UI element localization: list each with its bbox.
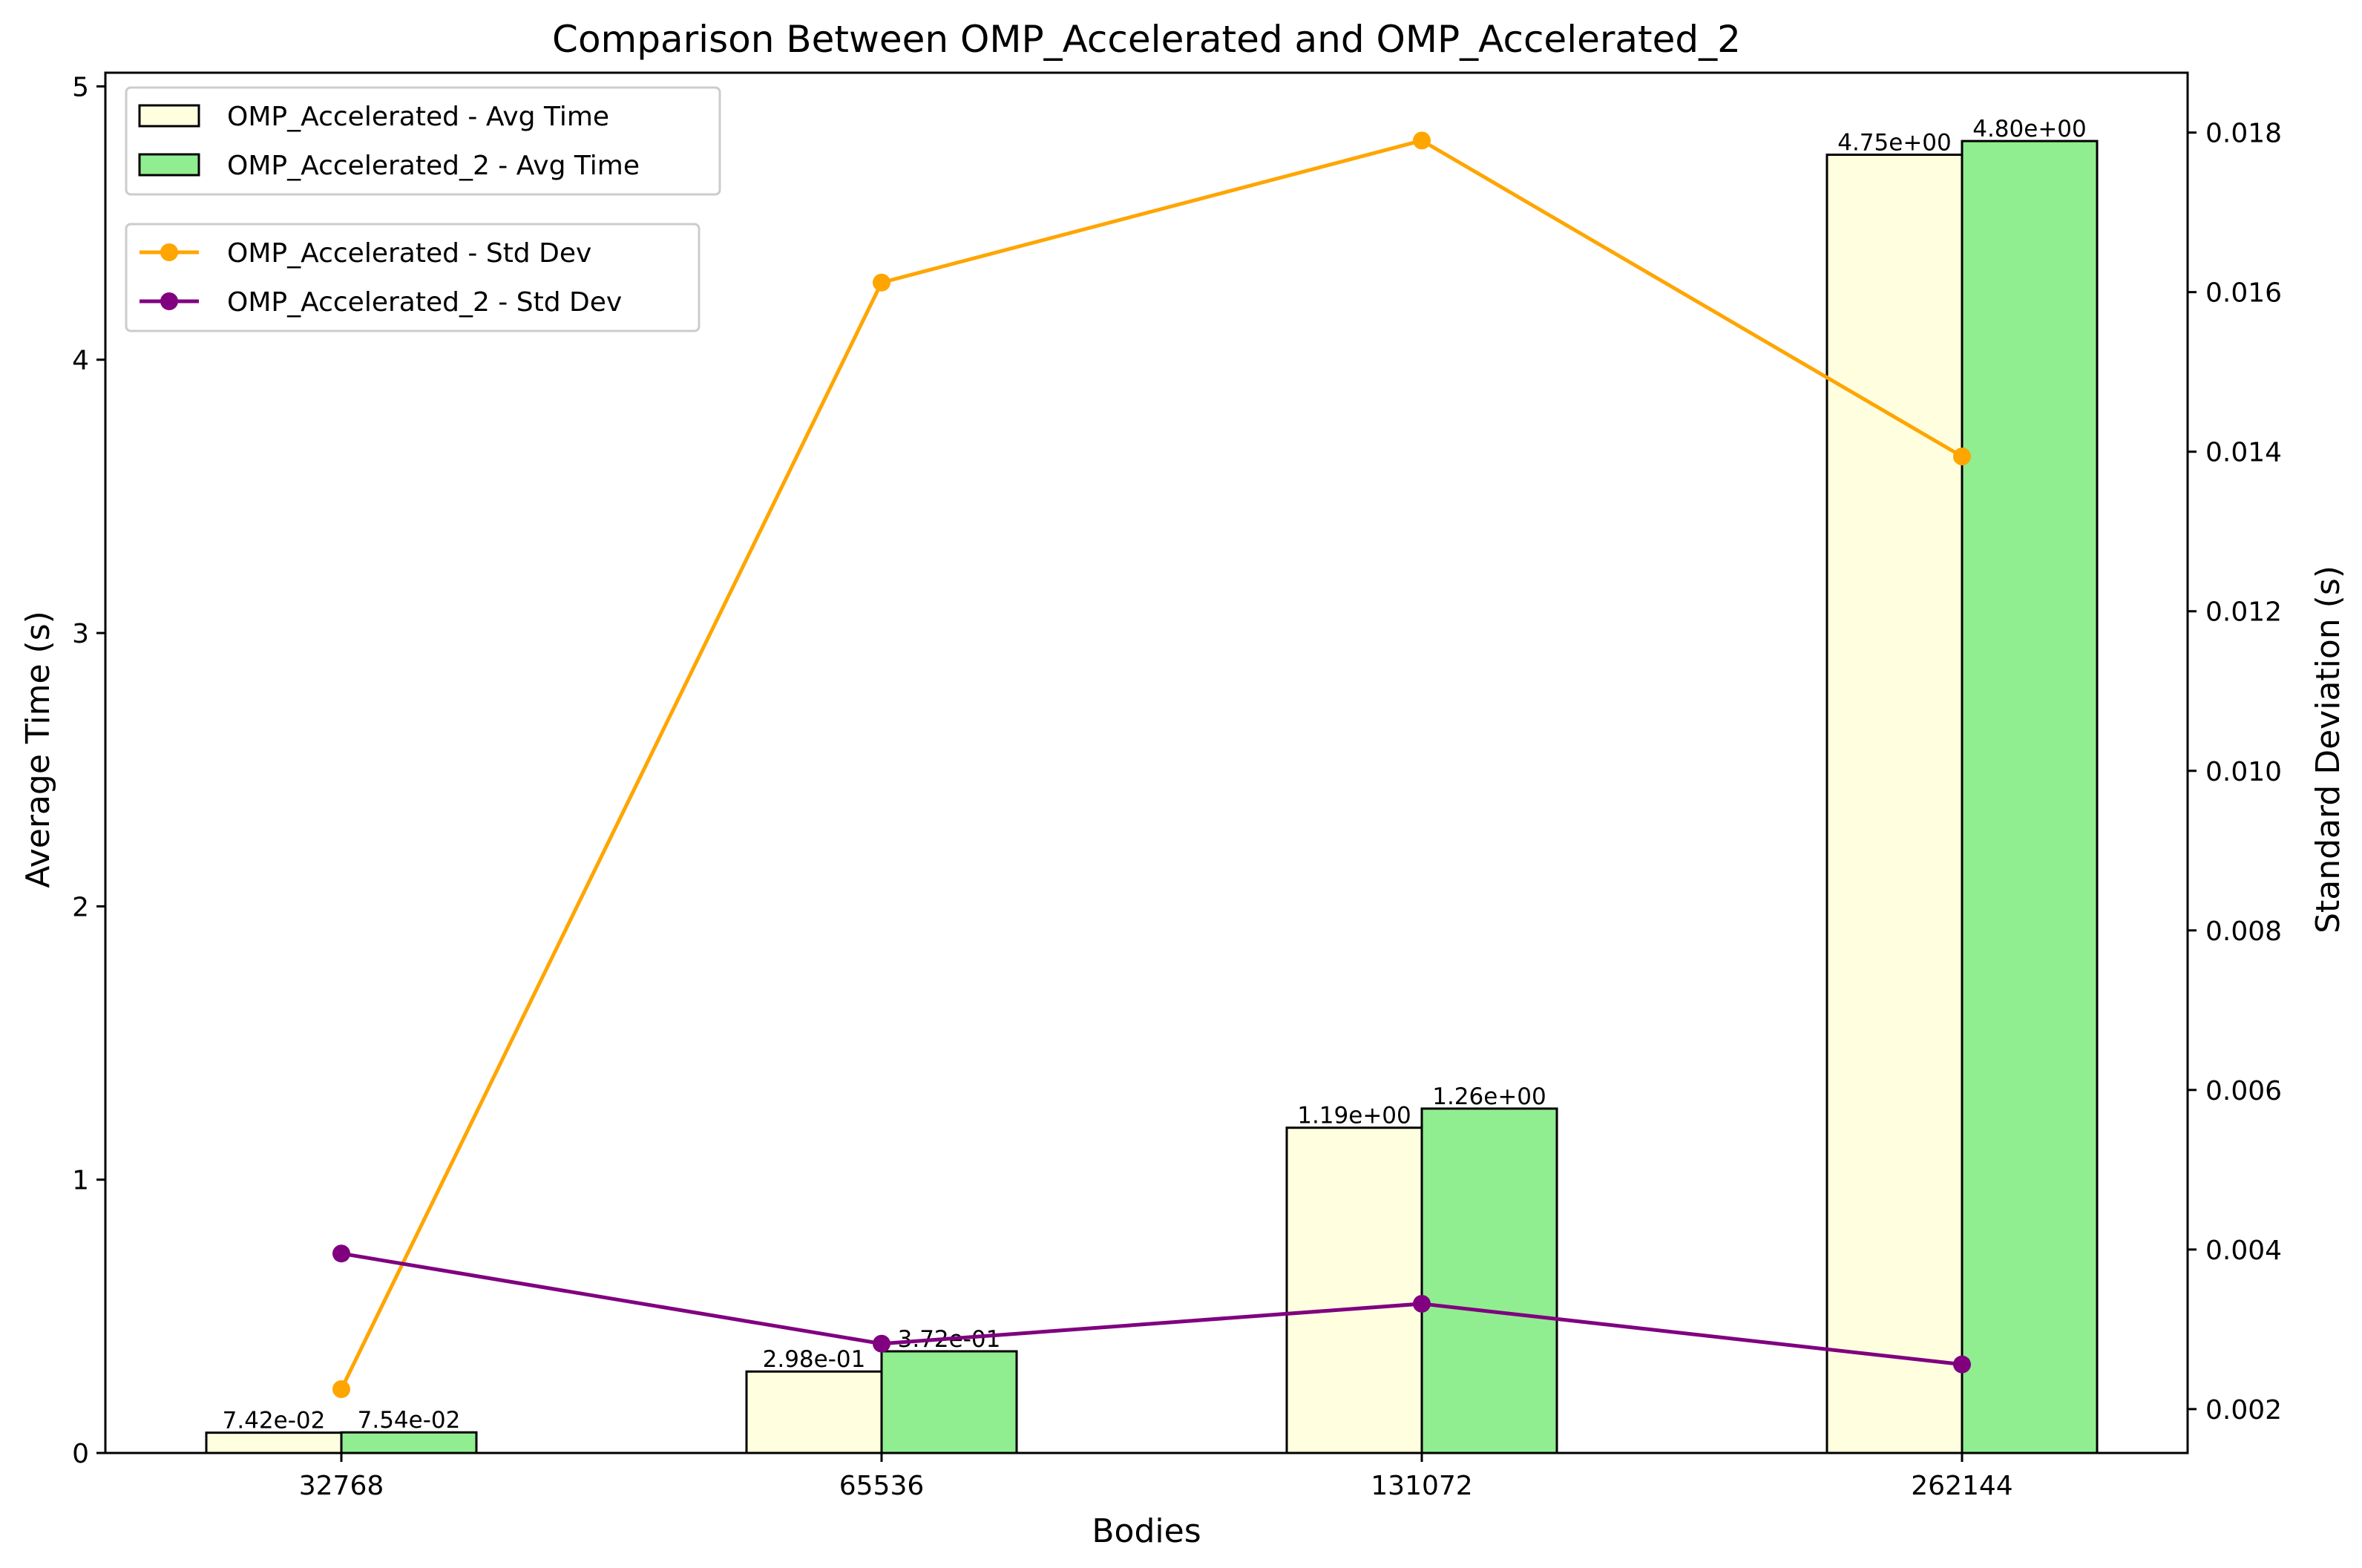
bar-value-label: 1.26e+00 [1432,1083,1546,1110]
chart-title: Comparison Between OMP_Accelerated and O… [552,18,1741,61]
line-point-2-131072 [1413,1294,1431,1313]
line-point-2-262144 [1953,1355,1971,1374]
bar-2-131072 [1420,1107,1558,1454]
y2-tick-label: 0.010 [2205,757,2282,787]
bar-2-32768 [340,1431,478,1454]
bar-1-262144 [1825,153,1964,1454]
x-axis-title: Bodies [1092,1512,1201,1550]
legend-box-bars [125,86,721,196]
y2-axis-title: Standard Deviation (s) [2309,565,2347,934]
bar-value-label: 2.98e-01 [763,1346,866,1373]
y2-tick-label: 0.008 [2205,916,2282,947]
legend-label-line-2: OMP_Accelerated_2 - Std Dev [227,287,622,318]
bar-value-label: 4.75e+00 [1837,129,1952,156]
line-point-2-65536 [873,1334,890,1353]
x-tick-label: 262144 [1911,1471,2012,1501]
bar-1-131072 [1285,1126,1423,1454]
legend-box-lines [125,223,701,332]
x-tick-label: 131072 [1371,1471,1472,1501]
line-point-2-32768 [332,1244,350,1263]
bar-2-65536 [880,1350,1018,1454]
bar-1-32768 [205,1431,343,1454]
plot-area: 7.42e-02 2.98e-01 1.19e+00 4.75e+00 7.54e-02… [72,71,2282,1501]
bar-1-65536 [745,1370,883,1454]
legend-label-bar-1: OMP_Accelerated - Avg Time [227,102,609,132]
y2-tick-label: 0.012 [2205,597,2282,628]
legend-label-bar-2: OMP_Accelerated_2 - Avg Time [227,151,640,181]
legend-label-line-1: OMP_Accelerated - Std Dev [227,238,591,269]
y2-tick-label: 0.004 [2205,1236,2282,1266]
y-tick-label: 0 [72,1439,89,1469]
y2-tick-label: 0.002 [2205,1395,2282,1426]
line-point-1-32768 [332,1380,350,1398]
legend-marker-2 [160,292,178,310]
y-tick-label: 4 [72,346,89,376]
y-axis-title: Average Time (s) [19,611,57,888]
bar-value-label: 7.54e-02 [358,1407,461,1434]
y-tick-label: 1 [72,1166,89,1196]
y2-tick-label: 0.014 [2205,438,2282,468]
line-point-1-262144 [1953,447,1971,466]
bar-2-262144 [1961,140,2099,1454]
y2-tick-label: 0.016 [2205,278,2282,309]
legend-swatch-bar-2 [138,153,200,177]
bar-value-label: 7.42e-02 [223,1408,326,1434]
bar-value-label: 4.80e+00 [1972,116,2087,142]
x-tick-label: 65536 [839,1471,925,1501]
x-tick-label: 32768 [299,1471,384,1501]
legend: OMP_Accelerated - Avg Time OMP_Accelerate… [125,86,721,332]
y2-tick-label: 0.006 [2205,1076,2282,1106]
y-tick-label: 5 [72,72,89,102]
bar-value-label: 1.19e+00 [1297,1103,1411,1129]
y-tick-label: 2 [72,892,89,922]
line-series-1 [339,138,1964,1391]
line-point-1-131072 [1413,131,1431,150]
y-tick-label: 3 [72,619,89,649]
line-series-2 [341,1251,1963,1367]
legend-marker-1 [160,243,178,261]
plot-frame [104,71,2189,1454]
legend-swatch-bar-1 [138,104,200,128]
y2-tick-label: 0.018 [2205,119,2282,149]
line-point-1-65536 [873,273,890,292]
